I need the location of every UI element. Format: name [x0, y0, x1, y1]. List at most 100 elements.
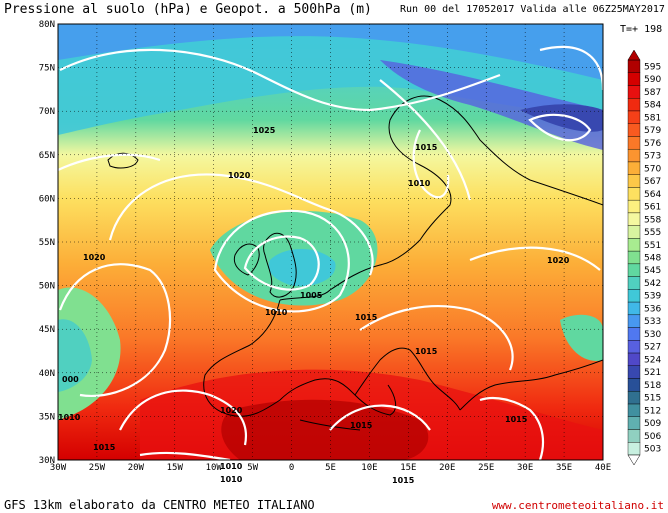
- isobars: [58, 45, 603, 460]
- legend-swatch: [627, 174, 641, 188]
- legend-swatch: [627, 123, 641, 137]
- legend-value: 536: [644, 304, 661, 314]
- latitude-label: 45N: [39, 325, 55, 335]
- isobar-label: 1010: [408, 179, 431, 188]
- legend-swatch: [627, 365, 641, 379]
- longitude-label: 15E: [400, 463, 416, 473]
- legend-value: 570: [644, 164, 661, 174]
- legend-value: 512: [644, 406, 661, 416]
- latitude-label: 50N: [39, 282, 55, 292]
- legend-value: 539: [644, 292, 661, 302]
- legend-swatch: [627, 403, 641, 417]
- color-legend: 595 590 587 584 581 579 576 573 570 567 564 561 558 5…: [627, 49, 661, 466]
- isobar-label: 1020: [228, 171, 251, 180]
- legend-swatch: [627, 289, 641, 303]
- longitude-label: 30E: [517, 463, 533, 473]
- legend-swatch: [627, 187, 641, 201]
- longitude-label: 25W: [89, 463, 106, 473]
- latitude-label: 40N: [39, 369, 55, 379]
- legend-swatch: [627, 225, 641, 239]
- legend-value: 587: [644, 88, 661, 98]
- chart-title: Pressione al suolo (hPa) e Geopot. a 500…: [4, 2, 372, 17]
- legend-value: 595: [644, 62, 661, 72]
- longitude-label: 40E: [595, 463, 611, 473]
- isobar-label: 1010: [220, 462, 243, 471]
- isobar-label: 1020: [220, 406, 243, 415]
- legend-value: 584: [644, 101, 661, 111]
- legend-value: 561: [644, 203, 661, 213]
- legend-swatch: [627, 378, 641, 392]
- isobar-label: 1015: [415, 347, 438, 356]
- legend-swatch: [627, 352, 641, 367]
- longitude-labels: 30W 25W 20W 15W 10W 5W 0 5E 10E 15E 20E 25E 30E 35E 40…: [50, 463, 611, 473]
- legend-swatch: [627, 161, 641, 175]
- legend-value: 564: [644, 190, 661, 200]
- longitude-label: 20W: [128, 463, 145, 473]
- legend-swatch: [627, 276, 641, 290]
- legend-swatch: [627, 327, 641, 341]
- legend-value: 518: [644, 381, 661, 391]
- legend-swatch: [627, 250, 641, 265]
- legend-swatch: [627, 148, 641, 163]
- legend-swatch: [627, 212, 641, 226]
- legend-swatch: [627, 72, 641, 86]
- legend-swatch: [627, 263, 641, 277]
- latitude-label: 70N: [39, 107, 55, 117]
- isobar-label: 1010: [265, 308, 288, 317]
- legend-value: 527: [644, 343, 661, 353]
- latitude-labels: 80N 75N 70N 65N 60N 55N 50N 45N 40N 35N 30N: [39, 20, 55, 466]
- legend-value: 524: [644, 355, 661, 365]
- longitude-label: 20E: [439, 463, 455, 473]
- legend-swatch: [627, 59, 641, 73]
- latitude-label: 60N: [39, 194, 55, 204]
- legend-swatch: [627, 314, 641, 328]
- legend-value: 521: [644, 368, 661, 378]
- legend-value: 558: [644, 215, 661, 225]
- longitude-label: 10W: [206, 463, 223, 473]
- legend-value: 530: [644, 330, 661, 340]
- isobar-label: 1010: [58, 413, 81, 422]
- latitude-label: 55N: [39, 238, 55, 248]
- legend-swatch: [627, 416, 641, 430]
- legend-value: 576: [644, 139, 661, 149]
- longitude-label: 30W: [50, 463, 67, 473]
- isobar-label: 1005: [300, 291, 323, 300]
- isobar-label: 1015: [415, 143, 438, 152]
- legend-value: 551: [644, 241, 661, 251]
- latitude-label: 65N: [39, 151, 55, 161]
- legend-value: 533: [644, 317, 661, 327]
- longitude-label: 0: [289, 463, 294, 473]
- legend-value: 548: [644, 254, 661, 264]
- longitude-label: 10E: [361, 463, 377, 473]
- isobar-label: 1015: [355, 313, 378, 322]
- isobar-labels: 1025 1015 1020 1010 1020 1005 1010 1015 1015 1020…: [58, 126, 570, 485]
- legend-value: 506: [644, 432, 661, 442]
- isobar-label: 1015: [505, 415, 528, 424]
- legend-swatch: [627, 301, 641, 316]
- legend-swatch: [627, 442, 641, 456]
- legend-value: 542: [644, 279, 661, 289]
- footer-website[interactable]: www.centrometeoitaliano.it: [491, 499, 664, 512]
- legend-swatch: [627, 199, 641, 214]
- graticule: [58, 24, 603, 460]
- legend-swatch: [627, 98, 641, 112]
- legend-value: 573: [644, 152, 661, 162]
- legend-swatch: [627, 85, 641, 99]
- isobar-label: 1015: [93, 443, 116, 452]
- legend-value: 509: [644, 419, 661, 429]
- forecast-time: T=+ 198: [620, 24, 663, 35]
- legend-value: 567: [644, 177, 661, 187]
- legend-value: 515: [644, 394, 661, 404]
- isobar-label: 1015: [392, 476, 415, 485]
- legend-swatch: [627, 136, 641, 150]
- legend-swatch: [627, 429, 641, 443]
- legend-max-arrow: [627, 49, 641, 61]
- legend-swatch: [627, 238, 641, 252]
- legend-value: 590: [644, 75, 661, 85]
- legend-swatch: [627, 110, 641, 124]
- longitude-label: 25E: [478, 463, 494, 473]
- isobar-label: 1015: [350, 421, 373, 430]
- longitude-label: 5W: [247, 463, 258, 473]
- legend-value: 555: [644, 228, 661, 238]
